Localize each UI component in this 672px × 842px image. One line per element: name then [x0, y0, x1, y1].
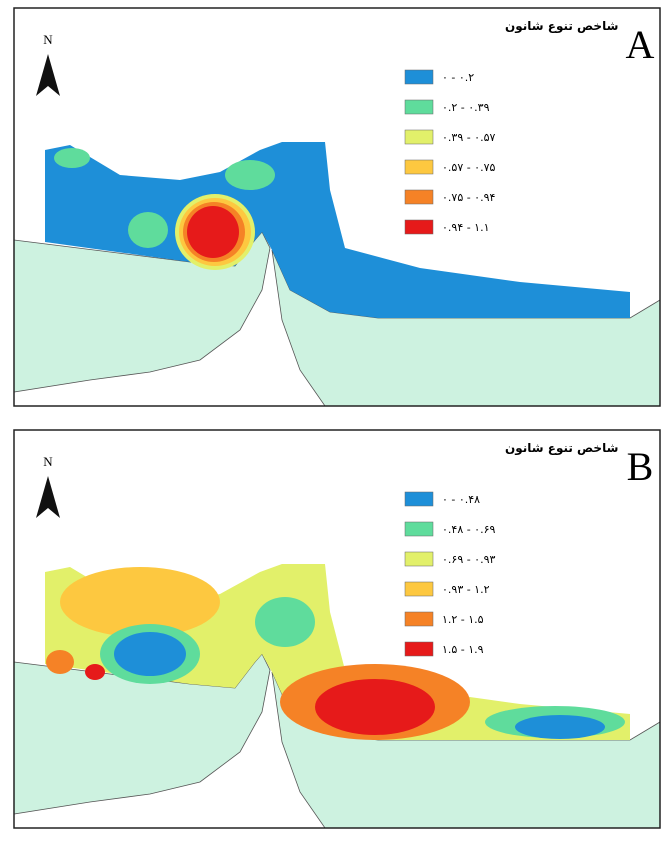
legend-label: ۰.۹۳ - ۱.۲ — [442, 583, 490, 596]
north-arrow — [36, 476, 60, 518]
legend-label: ۰.۶۹ - ۰.۹۳ — [442, 553, 495, 566]
legend-swatch — [405, 190, 433, 204]
diversity-zone — [225, 160, 275, 190]
panel-label: B — [627, 444, 654, 489]
legend-swatch — [405, 612, 433, 626]
legend-swatch — [405, 552, 433, 566]
diversity-zone — [255, 597, 315, 647]
diversity-zone — [54, 148, 90, 168]
diversity-zone — [187, 206, 239, 258]
north-label: N — [43, 32, 53, 47]
legend-label: ۰ - ۰.۴۸ — [442, 493, 480, 506]
map-panel: A N شاخص تنوع شانون ۰ - ۰.۲ ۰.۲ - ۰.۳۹ ۰.۳۹ -… — [14, 8, 660, 406]
legend-label: ۰.۳۹ - ۰.۵۷ — [442, 131, 495, 144]
legend-title: شاخص تنوع شانون — [505, 19, 618, 34]
legend-swatch — [405, 100, 433, 114]
legend-swatch — [405, 220, 433, 234]
page: A N شاخص تنوع شانون ۰ - ۰.۲ ۰.۲ - ۰.۳۹ ۰.۳۹ -… — [0, 0, 672, 842]
diversity-zone — [46, 650, 74, 674]
legend-swatch — [405, 522, 433, 536]
legend-title: شاخص تنوع شانون — [505, 441, 618, 456]
legend-label: ۰.۹۴ - ۱.۱ — [442, 221, 490, 234]
legend-label: ۰ - ۰.۲ — [442, 71, 474, 84]
north-arrow — [36, 54, 60, 96]
legend-label: ۱.۲ - ۱.۵ — [442, 613, 484, 626]
legend-swatch — [405, 642, 433, 656]
legend-swatch — [405, 160, 433, 174]
legend-swatch — [405, 492, 433, 506]
legend-swatch — [405, 582, 433, 596]
diversity-zone — [85, 664, 105, 680]
legend-label: ۰.۵۷ - ۰.۷۵ — [442, 161, 495, 174]
legend-swatch — [405, 130, 433, 144]
diversity-zone — [315, 679, 435, 735]
diversity-zone — [128, 212, 168, 248]
legend-swatch — [405, 70, 433, 84]
figure: A N شاخص تنوع شانون ۰ - ۰.۲ ۰.۲ - ۰.۳۹ ۰.۳۹ -… — [0, 0, 672, 842]
legend-label: ۱.۵ - ۱.۹ — [442, 643, 484, 656]
map-panel: B N شاخص تنوع شانون ۰ - ۰.۴۸ ۰.۴۸ - ۰.۶۹ ۰.۶۹… — [14, 430, 660, 828]
legend-label: ۰.۷۵ - ۰.۹۴ — [442, 191, 495, 204]
legend-label: ۰.۴۸ - ۰.۶۹ — [442, 523, 495, 536]
diversity-zone — [515, 715, 605, 739]
diversity-zone — [114, 632, 186, 676]
legend-label: ۰.۲ - ۰.۳۹ — [442, 101, 490, 114]
north-label: N — [43, 454, 53, 469]
panel-label: A — [626, 22, 655, 67]
